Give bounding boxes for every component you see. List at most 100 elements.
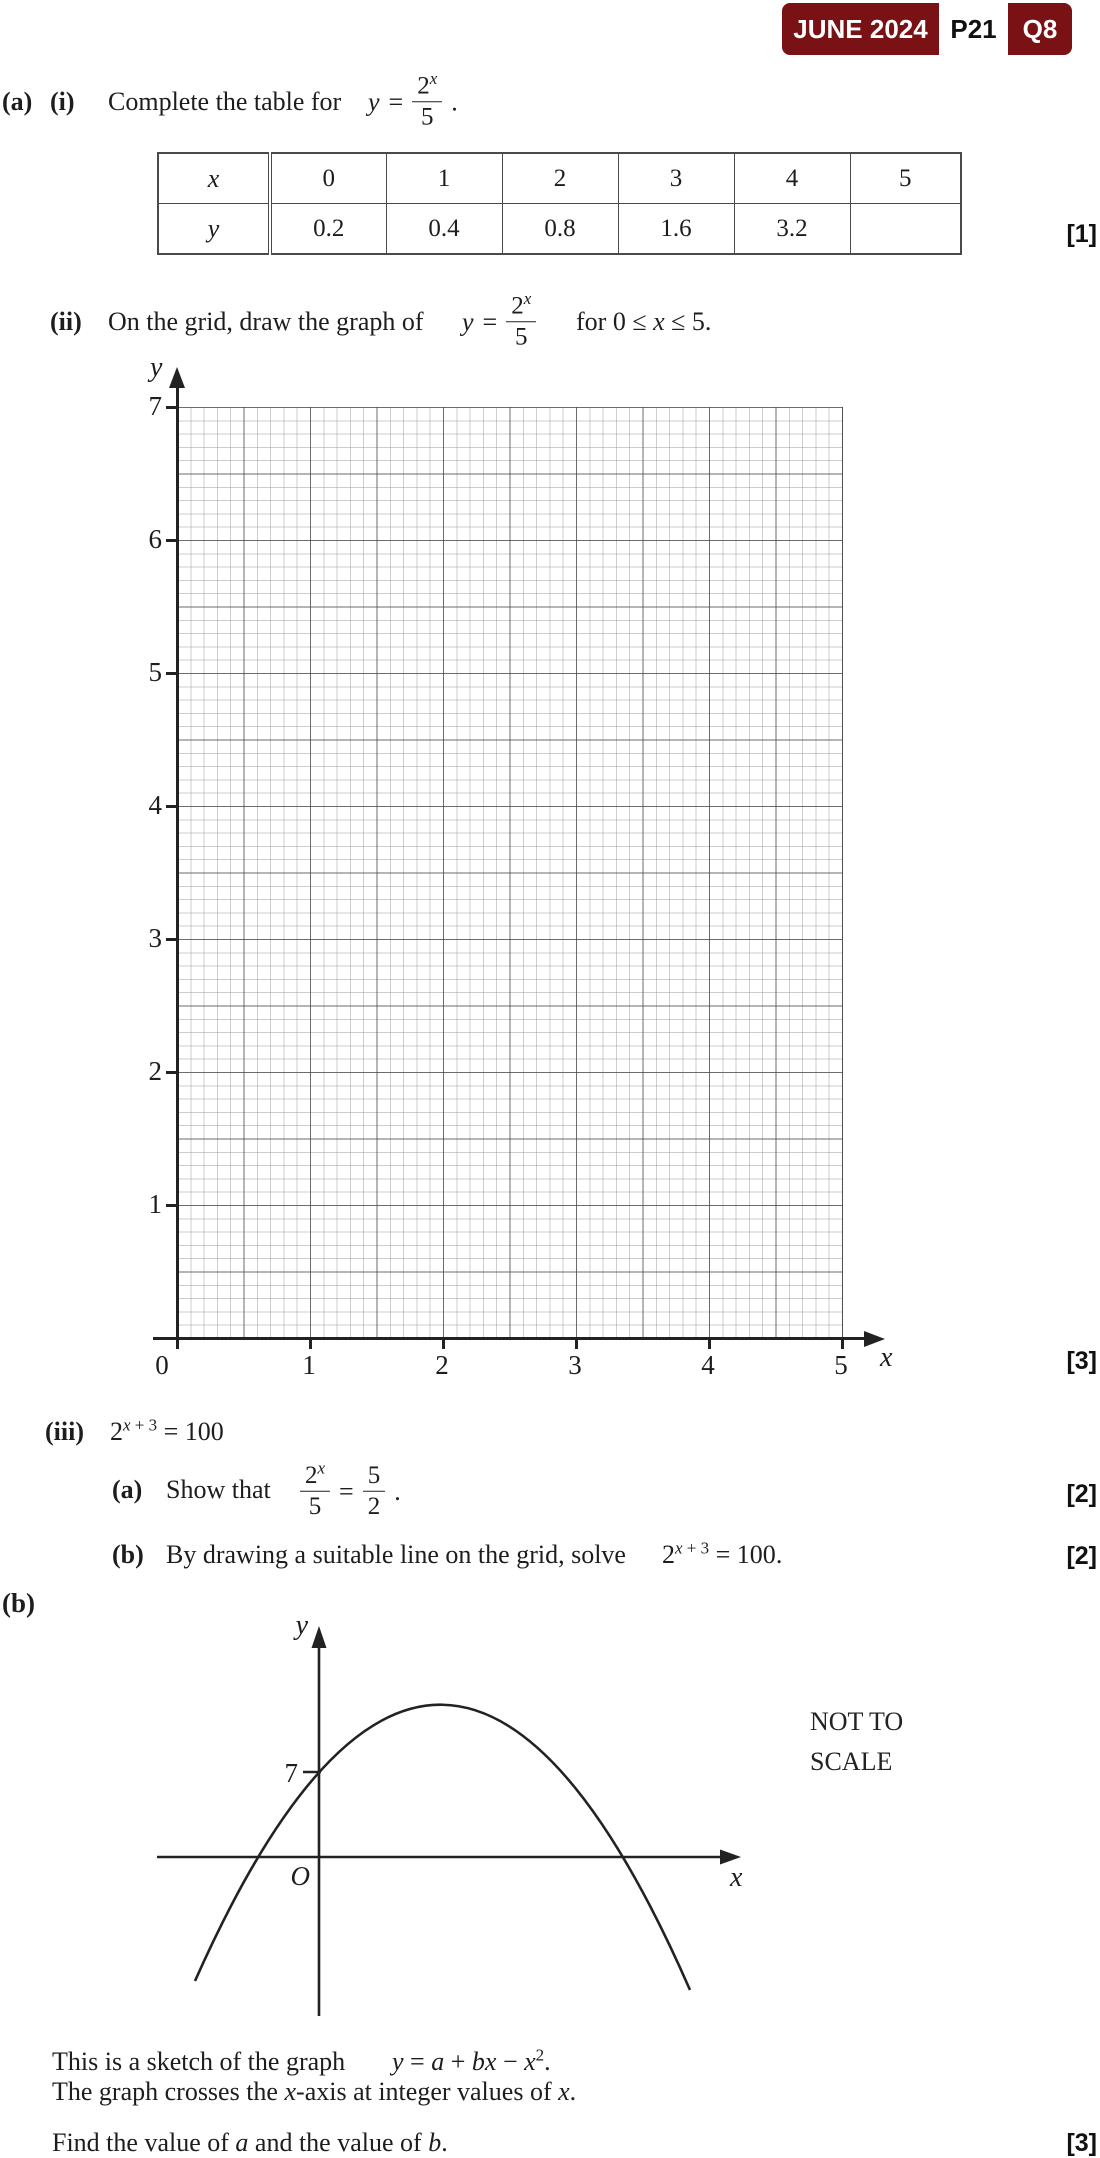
caption2-x2: x xyxy=(558,2077,570,2106)
equation-rhs: = 100 xyxy=(157,1417,224,1446)
y-tick xyxy=(166,1204,177,1207)
not-to-scale-note: NOT TO SCALE xyxy=(810,1702,903,1782)
y-axis-label: y xyxy=(150,352,163,383)
caption1-formula: y = a + bx − x2. xyxy=(392,2046,551,2077)
table-cell: 3.2 xyxy=(733,203,851,255)
fraction-numerator-base: 2 xyxy=(305,1461,318,1489)
part-ii-text: On the grid, draw the graph of xyxy=(108,307,424,336)
period: . xyxy=(394,1476,401,1506)
caption2-pre: The graph crosses the xyxy=(52,2077,285,2106)
caption3-b: b xyxy=(428,2128,442,2157)
table-cell: 3 xyxy=(617,152,735,204)
y-tick xyxy=(166,1071,177,1074)
fraction-2x-over-5: 2x 5 xyxy=(506,290,537,351)
equals-sign: = xyxy=(339,1476,354,1506)
badge-question-number: Q8 xyxy=(1008,3,1072,55)
mark-2: [2] xyxy=(1066,1542,1097,1570)
graph-grid xyxy=(177,407,843,1338)
exponent-var: x xyxy=(675,1538,683,1558)
table-header-x: x xyxy=(157,152,272,204)
period: . xyxy=(441,2128,448,2157)
y-tick-label: 3 xyxy=(148,923,163,953)
y-tick-label: 5 xyxy=(148,657,163,687)
mark-3: [3] xyxy=(1066,2129,1097,2157)
y-tick-label: 7 xyxy=(148,391,163,421)
fraction-denominator: 2 xyxy=(367,1493,381,1520)
sketch-y-label: y xyxy=(293,1610,309,1641)
sketch-y-intercept-label: 7 xyxy=(285,1758,299,1788)
y-tick xyxy=(166,805,177,808)
show-that-text: Show that xyxy=(166,1475,271,1504)
y-tick-label: 6 xyxy=(148,524,163,554)
y-tick-label: 1 xyxy=(148,1189,163,1219)
show-that-equation: 2x 5 = 5 2 . xyxy=(300,1458,401,1521)
fraction-numerator: 5 xyxy=(367,1461,381,1489)
mark-2: [2] xyxy=(1066,1480,1097,1508)
fraction-numerator-exponent: x xyxy=(317,1458,326,1478)
badge-question-label: Q8 xyxy=(1022,13,1058,44)
exponent-rest: + 3 xyxy=(682,1538,710,1558)
part-a-i-line: (a) (i) Complete the table for y = 2x 5 … xyxy=(0,60,1100,144)
sketch-x-arrow-icon xyxy=(720,1849,741,1865)
sketch-x-label: x xyxy=(729,1862,743,1893)
y-tick-label: 4 xyxy=(148,790,163,820)
period: . xyxy=(451,87,458,116)
find-values-text: Find the value of a and the value of b. xyxy=(52,2128,448,2158)
sketch-caption-line: This is a sketch of the graph y = a + bx… xyxy=(0,2038,1100,2086)
x-tick-label: 1 xyxy=(302,1350,316,1380)
caption1-text: This is a sketch of the graph xyxy=(52,2047,346,2076)
mark-1: [1] xyxy=(1066,220,1097,248)
equation-base: 2 xyxy=(110,1417,123,1446)
fraction-numerator-base: 2 xyxy=(511,292,524,320)
table-cell: 2 xyxy=(501,152,619,204)
formula-y: y xyxy=(392,2047,404,2076)
table-cell: 0.8 xyxy=(501,203,619,255)
table-cell: 0 xyxy=(269,152,387,204)
badge-paper: P21 xyxy=(939,3,1008,55)
badge-paper-label: P21 xyxy=(950,13,997,44)
caption3-mid: and the value of xyxy=(248,2128,429,2157)
x-axis-arrow-icon xyxy=(864,1330,885,1347)
formula-bx: bx xyxy=(471,2047,497,2076)
draw-line-text: By drawing a suitable line on the grid, … xyxy=(166,1540,626,1569)
fraction-denominator: 5 xyxy=(514,323,528,351)
domain-var-x: x xyxy=(653,307,665,336)
part-a-label: (a) xyxy=(2,87,33,116)
fraction-denominator: 5 xyxy=(420,103,434,131)
caption3-a: a xyxy=(235,2128,249,2157)
y-tick xyxy=(166,406,177,409)
x-tick xyxy=(176,1340,179,1349)
part-a-iii-line: (iii) 2x + 3 = 100 xyxy=(0,1404,1100,1460)
formula-y-equals-2x-over-5: y = 2x 5 xyxy=(462,290,537,351)
y-tick xyxy=(166,672,177,675)
equals-sign: = xyxy=(482,307,498,336)
table-cell: 4 xyxy=(733,152,851,204)
table-cell: 1 xyxy=(385,152,503,204)
period: . xyxy=(775,1540,783,1569)
table-row-x: x 0 1 2 3 4 5 xyxy=(157,152,962,204)
fraction-numerator-base: 2 xyxy=(417,72,430,100)
part-iii-a-label: (a) xyxy=(112,1475,143,1504)
equals-sign: = xyxy=(388,87,404,116)
table-cell: 0.2 xyxy=(269,203,387,255)
fraction-numerator-exponent: x xyxy=(429,68,438,88)
formula-lhs: y xyxy=(462,307,474,336)
caption2-x: x xyxy=(284,2077,297,2106)
equation-2-power-x-plus-3: 2x + 3 = 100. xyxy=(662,1538,783,1570)
not-to-scale-line2: SCALE xyxy=(810,1747,893,1776)
formula-a: a xyxy=(431,2047,445,2076)
parabola-sketch: y 7 O x xyxy=(157,1610,743,2016)
x-tick-label: 3 xyxy=(568,1350,582,1380)
fraction-2x-over-5: 2x 5 xyxy=(412,70,443,131)
mark-3: [3] xyxy=(1066,1347,1097,1375)
table-header-y: y xyxy=(157,203,272,255)
formula-lhs: y xyxy=(368,87,380,116)
parabola-curve xyxy=(193,1703,692,1991)
badge-session-label: JUNE 2024 xyxy=(793,13,928,44)
part-iii-a-line: (a) Show that 2x 5 = 5 2 . xyxy=(0,1448,1100,1532)
y-tick-label: 2 xyxy=(148,1056,163,1086)
x-axis xyxy=(153,1337,866,1340)
part-iii-label: (iii) xyxy=(45,1417,84,1446)
y-axis xyxy=(176,386,179,1342)
